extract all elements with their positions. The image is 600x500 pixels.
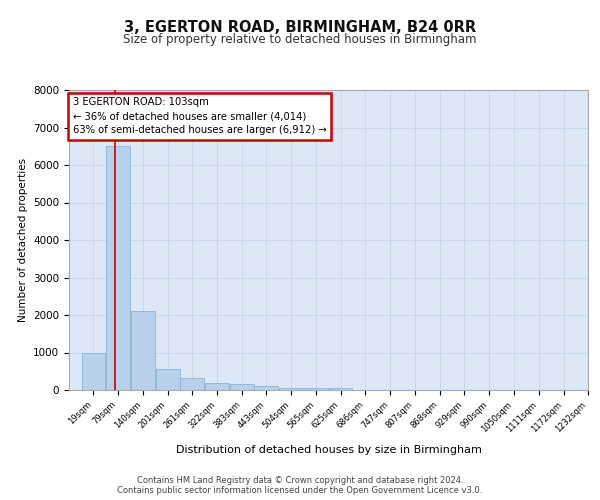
Bar xyxy=(280,388,303,390)
Text: Contains public sector information licensed under the Open Government Licence v3: Contains public sector information licen… xyxy=(118,486,482,495)
Bar xyxy=(205,382,229,390)
Bar xyxy=(180,378,204,390)
Text: 3 EGERTON ROAD: 103sqm
← 36% of detached houses are smaller (4,014)
63% of semi-: 3 EGERTON ROAD: 103sqm ← 36% of detached… xyxy=(73,97,326,135)
Y-axis label: Number of detached properties: Number of detached properties xyxy=(17,158,28,322)
Bar xyxy=(329,388,352,390)
Bar xyxy=(106,146,130,390)
Bar xyxy=(304,388,328,390)
Text: Contains HM Land Registry data © Crown copyright and database right 2024.: Contains HM Land Registry data © Crown c… xyxy=(137,476,463,485)
X-axis label: Distribution of detached houses by size in Birmingham: Distribution of detached houses by size … xyxy=(176,445,481,455)
Bar xyxy=(254,386,278,390)
Bar xyxy=(230,384,254,390)
Text: Size of property relative to detached houses in Birmingham: Size of property relative to detached ho… xyxy=(123,33,477,46)
Bar xyxy=(156,370,179,390)
Text: 3, EGERTON ROAD, BIRMINGHAM, B24 0RR: 3, EGERTON ROAD, BIRMINGHAM, B24 0RR xyxy=(124,20,476,35)
Bar xyxy=(131,311,155,390)
Bar xyxy=(82,352,106,390)
